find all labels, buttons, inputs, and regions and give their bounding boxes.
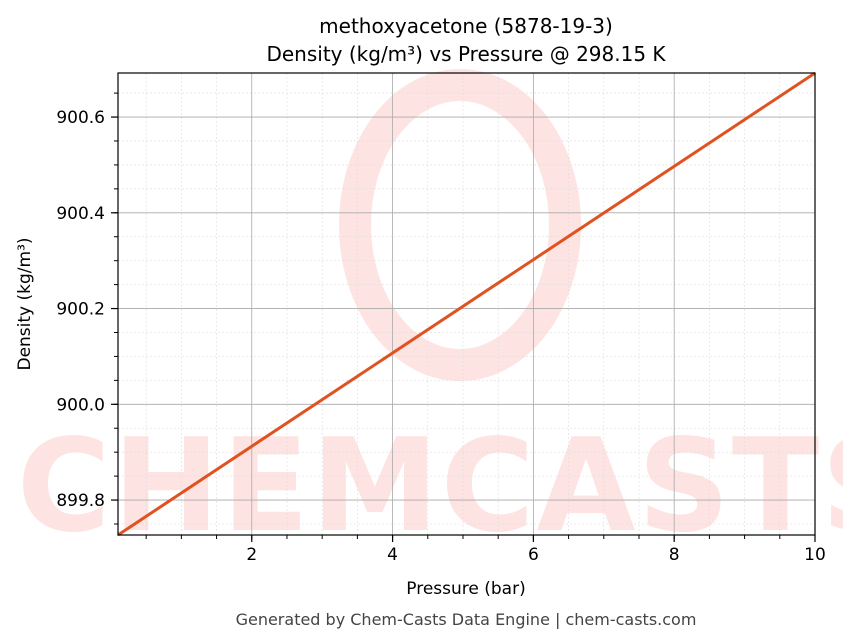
density-line <box>117 71 816 537</box>
series <box>117 71 816 537</box>
ticks: 2 4 6 8 10 899.8 900.0 900.2 900.4 900.6 <box>56 92 826 565</box>
footer: Generated by Chem-Casts Data Engine | ch… <box>236 610 697 629</box>
x-tick-label: 8 <box>669 545 680 565</box>
y-tick-label: 900.2 <box>56 300 105 320</box>
y-tick-label: 900.4 <box>56 204 105 224</box>
x-tick-label: 6 <box>528 545 539 565</box>
x-axis-label: Pressure (bar) <box>406 579 525 599</box>
chart-title: methoxyacetone (5878-19-3) <box>319 14 613 38</box>
y-tick-label: 900.0 <box>56 395 105 415</box>
x-tick-label: 4 <box>387 545 398 565</box>
chart-subtitle: Density (kg/m³) vs Pressure @ 298.15 K <box>266 42 666 66</box>
y-axis-label: Density (kg/m³) <box>15 237 35 370</box>
svg-text:CHEMCASTS: CHEMCASTS <box>17 412 843 561</box>
y-tick-label: 900.6 <box>56 108 105 128</box>
watermark-logo: CHEMCASTS <box>17 69 843 561</box>
plot-frame <box>117 72 816 536</box>
x-tick-label: 10 <box>804 545 826 565</box>
y-tick-label: 899.8 <box>56 491 105 511</box>
x-tick-label: 2 <box>246 545 257 565</box>
